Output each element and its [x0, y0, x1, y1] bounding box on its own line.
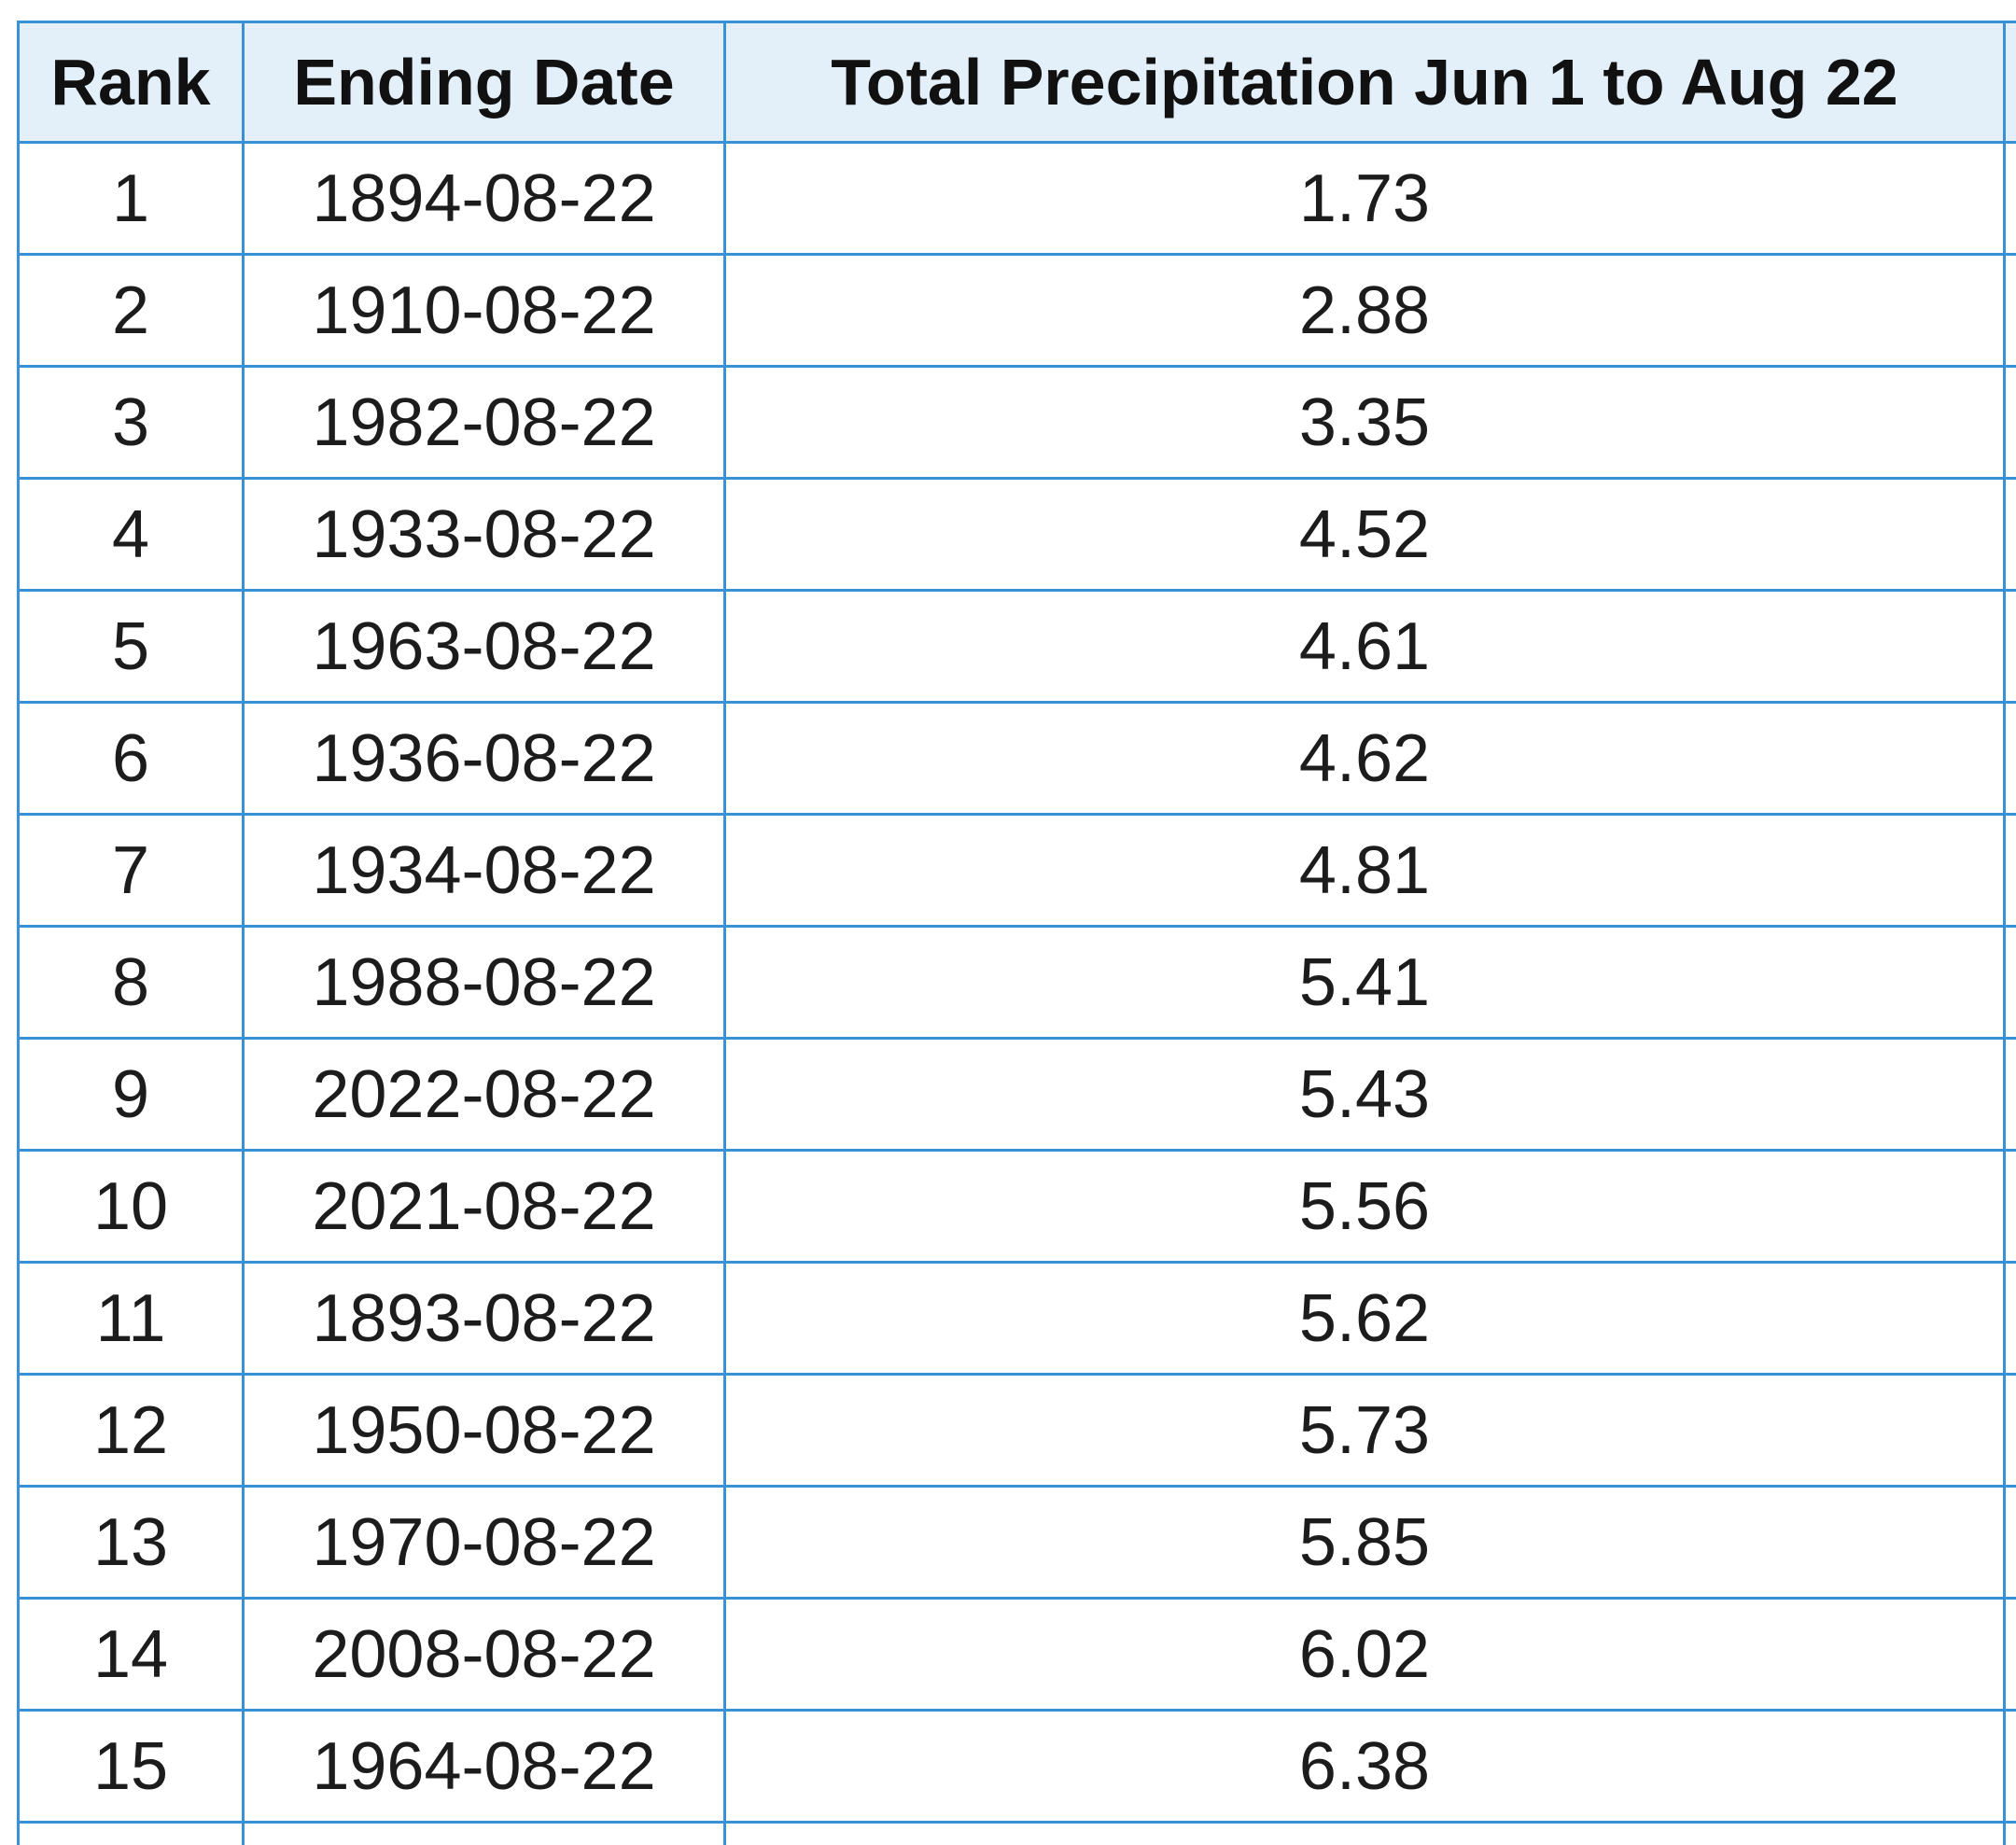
ending-date-cell: 2008-08-22: [242, 1597, 726, 1712]
table-row: 9 2022-08-22 5.43: [17, 1037, 2016, 1152]
rank-cell: [17, 1821, 245, 1845]
ending-date-cell: 1910-08-22: [242, 253, 726, 368]
truncated-cell: [2003, 1373, 2016, 1488]
table-row: 4 1933-08-22 4.52: [17, 477, 2016, 592]
precipitation-cell: [723, 1821, 2006, 1845]
ending-date-cell: 1936-08-22: [242, 701, 726, 816]
precipitation-cell: 4.81: [723, 813, 2006, 928]
truncated-cell: [2003, 1261, 2016, 1376]
column-header-rank[interactable]: Rank: [17, 21, 245, 144]
rank-cell: 12: [17, 1373, 245, 1488]
rank-cell: 2: [17, 253, 245, 368]
table-row: 11 1893-08-22 5.62: [17, 1261, 2016, 1376]
precipitation-cell: 6.38: [723, 1709, 2006, 1824]
precipitation-cell: 2.88: [723, 253, 2006, 368]
table-row: 1 1894-08-22 1.73: [17, 141, 2016, 256]
precipitation-cell: 4.52: [723, 477, 2006, 592]
precipitation-cell: 5.62: [723, 1261, 2006, 1376]
truncated-cell: [2003, 1597, 2016, 1712]
truncated-cell: [2003, 1821, 2016, 1845]
table-row: 13 1970-08-22 5.85: [17, 1485, 2016, 1600]
table-row: 8 1988-08-22 5.41: [17, 925, 2016, 1040]
table-row: 15 1964-08-22 6.38: [17, 1709, 2016, 1824]
truncated-cell: [2003, 813, 2016, 928]
truncated-cell: [2003, 365, 2016, 480]
table-row: 5 1963-08-22 4.61: [17, 589, 2016, 704]
ending-date-cell: 1950-08-22: [242, 1373, 726, 1488]
precipitation-ranking-table-container: Rank Ending Date Total Precipitation Jun…: [17, 21, 2016, 1845]
truncated-cell: [2003, 1485, 2016, 1600]
truncated-cell: [2003, 477, 2016, 592]
precipitation-ranking-table: Rank Ending Date Total Precipitation Jun…: [17, 21, 2016, 1845]
column-header-total-precipitation[interactable]: Total Precipitation Jun 1 to Aug 22: [723, 21, 2006, 144]
ending-date-cell: 1970-08-22: [242, 1485, 726, 1600]
column-header-truncated: [2003, 21, 2016, 144]
table-header-row: Rank Ending Date Total Precipitation Jun…: [17, 21, 2016, 144]
rank-cell: 15: [17, 1709, 245, 1824]
precipitation-cell: 5.43: [723, 1037, 2006, 1152]
ending-date-cell: 2021-08-22: [242, 1149, 726, 1264]
ending-date-cell: 1933-08-22: [242, 477, 726, 592]
truncated-cell: [2003, 253, 2016, 368]
ending-date-cell: 1893-08-22: [242, 1261, 726, 1376]
truncated-cell: [2003, 141, 2016, 256]
rank-cell: 3: [17, 365, 245, 480]
ending-date-cell: 2022-08-22: [242, 1037, 726, 1152]
rank-cell: 9: [17, 1037, 245, 1152]
table-row-partial: [17, 1821, 2016, 1845]
rank-cell: 11: [17, 1261, 245, 1376]
ending-date-cell: 1988-08-22: [242, 925, 726, 1040]
rank-cell: 1: [17, 141, 245, 256]
ending-date-cell: 1894-08-22: [242, 141, 726, 256]
truncated-cell: [2003, 1037, 2016, 1152]
truncated-cell: [2003, 925, 2016, 1040]
rank-cell: 13: [17, 1485, 245, 1600]
precipitation-cell: 5.85: [723, 1485, 2006, 1600]
table-row: 6 1936-08-22 4.62: [17, 701, 2016, 816]
precipitation-cell: 1.73: [723, 141, 2006, 256]
precipitation-cell: 4.62: [723, 701, 2006, 816]
rank-cell: 10: [17, 1149, 245, 1264]
precipitation-cell: 5.73: [723, 1373, 2006, 1488]
precipitation-cell: 4.61: [723, 589, 2006, 704]
rank-cell: 5: [17, 589, 245, 704]
truncated-cell: [2003, 701, 2016, 816]
rank-cell: 14: [17, 1597, 245, 1712]
ending-date-cell: [242, 1821, 726, 1845]
precipitation-cell: 6.02: [723, 1597, 2006, 1712]
ending-date-cell: 1982-08-22: [242, 365, 726, 480]
table-row: 12 1950-08-22 5.73: [17, 1373, 2016, 1488]
truncated-cell: [2003, 1709, 2016, 1824]
precipitation-cell: 3.35: [723, 365, 2006, 480]
table-row: 7 1934-08-22 4.81: [17, 813, 2016, 928]
rank-cell: 4: [17, 477, 245, 592]
ending-date-cell: 1934-08-22: [242, 813, 726, 928]
rank-cell: 8: [17, 925, 245, 1040]
table-row: 14 2008-08-22 6.02: [17, 1597, 2016, 1712]
column-header-ending-date[interactable]: Ending Date: [242, 21, 726, 144]
table-row: 3 1982-08-22 3.35: [17, 365, 2016, 480]
truncated-cell: [2003, 589, 2016, 704]
table-row: 10 2021-08-22 5.56: [17, 1149, 2016, 1264]
precipitation-cell: 5.56: [723, 1149, 2006, 1264]
rank-cell: 7: [17, 813, 245, 928]
rank-cell: 6: [17, 701, 245, 816]
precipitation-cell: 5.41: [723, 925, 2006, 1040]
ending-date-cell: 1963-08-22: [242, 589, 726, 704]
table-body: 1 1894-08-22 1.73 2 1910-08-22 2.88 3 19…: [17, 141, 2016, 1845]
table-row: 2 1910-08-22 2.88: [17, 253, 2016, 368]
truncated-cell: [2003, 1149, 2016, 1264]
ending-date-cell: 1964-08-22: [242, 1709, 726, 1824]
